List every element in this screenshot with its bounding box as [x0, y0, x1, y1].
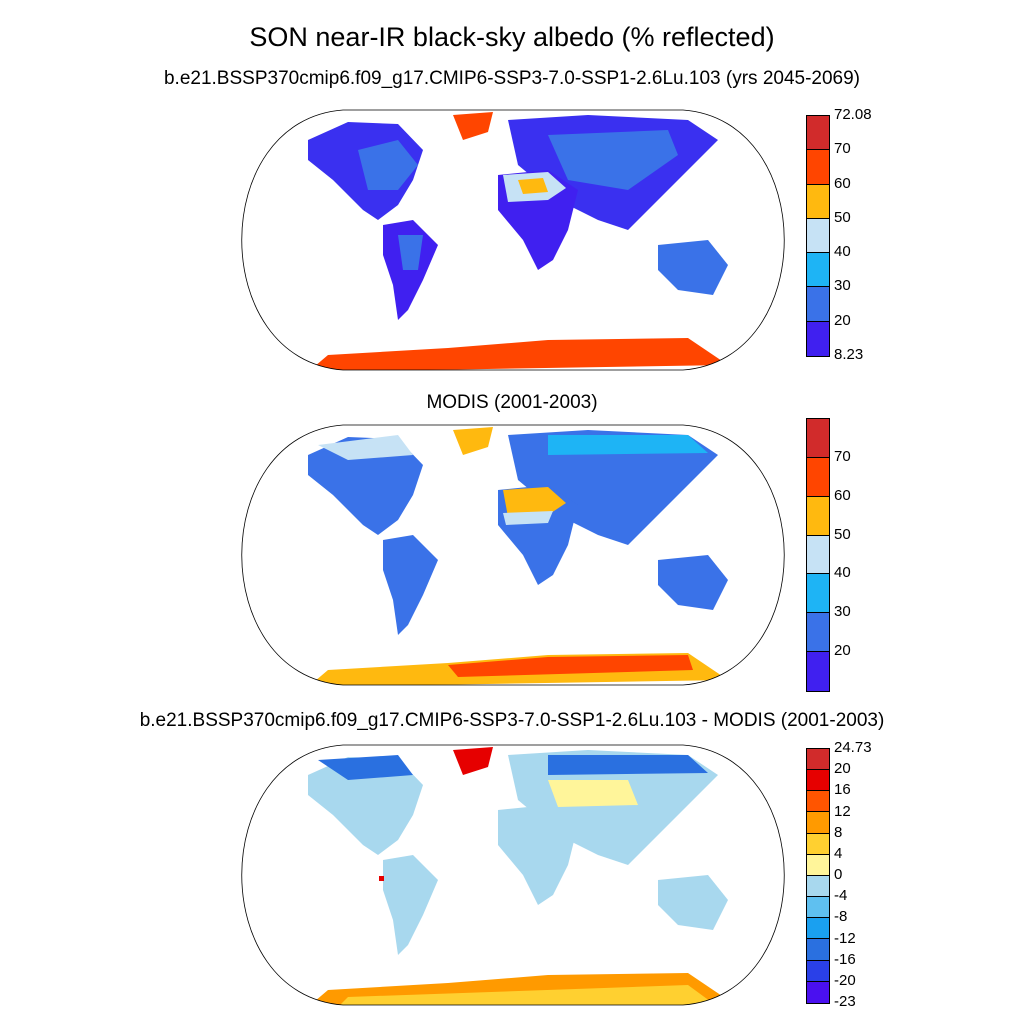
colorbar-3-segment	[807, 897, 829, 919]
colorbar-3-segment	[807, 939, 829, 961]
land-antarctica	[308, 338, 728, 370]
colorbar-1-label: 70	[834, 140, 851, 158]
colorbar-2-segment	[807, 652, 829, 691]
colorbar-3	[806, 748, 830, 1004]
colorbar-3-segment	[807, 749, 829, 771]
colorbar-1	[806, 115, 830, 357]
colorbar-3-label: -12	[834, 929, 856, 947]
colorbar-3-label: -16	[834, 950, 856, 968]
land-australia	[658, 875, 728, 930]
colorbar-1-segment	[807, 116, 829, 151]
colorbar-2-label: 30	[834, 603, 851, 621]
land-eurasia-north	[548, 435, 708, 455]
land-sahara	[503, 487, 566, 517]
land-greenland	[453, 747, 493, 775]
colorbar-2-segment	[807, 535, 829, 575]
colorbar-1-label: 30	[834, 277, 851, 295]
colorbar-2-label: 20	[834, 642, 851, 660]
colorbar-3-label: -20	[834, 971, 856, 989]
land-north-america	[308, 437, 423, 535]
map-outline	[241, 109, 785, 371]
colorbar-3-segment	[807, 833, 829, 855]
colorbar-3-segment	[807, 770, 829, 792]
colorbar-2-segment	[807, 419, 829, 458]
colorbar-1-segment	[807, 253, 829, 288]
colorbar-1-segment	[807, 287, 829, 322]
colorbar-1-label: 20	[834, 311, 851, 329]
colorbar-1-label: 40	[834, 243, 851, 261]
land-africa	[498, 805, 578, 905]
colorbar-2-label: 50	[834, 525, 851, 543]
panel-2-title: MODIS (2001-2003)	[426, 392, 598, 413]
colorbar-1-segment	[807, 184, 829, 219]
colorbar-2-segment	[807, 496, 829, 536]
land-greenland	[453, 112, 493, 140]
land-australia	[658, 240, 728, 295]
land-south-america-interior	[398, 235, 423, 270]
land-north-america-east	[358, 140, 418, 190]
colorbar-3-label: 20	[834, 760, 851, 778]
colorbar-1-label: 8.23	[834, 346, 864, 363]
land-australia	[658, 555, 728, 610]
land-sahara-edge	[503, 511, 553, 525]
land-greenland	[453, 427, 493, 455]
colorbar-1-label: 50	[834, 208, 851, 226]
colorbar-2-segment	[807, 457, 829, 497]
colorbar-3-label: -8	[834, 908, 848, 926]
colorbar-3-segment	[807, 918, 829, 940]
colorbar-3-label: 16	[834, 781, 851, 799]
colorbar-1-label: 60	[834, 174, 851, 192]
land-south-america	[383, 855, 438, 955]
colorbar-3-segment	[807, 812, 829, 834]
colorbar-2-label: 40	[834, 564, 851, 582]
map-panel-2	[241, 424, 785, 686]
map-panel-3	[241, 744, 785, 1006]
map-panel-1	[241, 109, 785, 371]
land-north-america	[308, 757, 423, 855]
panel-3-title: b.e21.BSSP370cmip6.f09_g17.CMIP6-SSP3-7.…	[139, 710, 885, 731]
land-antarctica-interior	[338, 985, 718, 1005]
colorbar-3-label: -4	[834, 887, 848, 905]
colorbar-2-segment	[807, 613, 829, 653]
map-outline	[241, 424, 785, 686]
panel-1-title: b.e21.BSSP370cmip6.f09_g17.CMIP6-SSP3-7.…	[163, 68, 861, 89]
colorbar-3-label: 24.73	[834, 739, 872, 756]
colorbar-3-label: 12	[834, 802, 851, 820]
colorbar-3-segment	[807, 960, 829, 982]
colorbar-2-label: 60	[834, 486, 851, 504]
colorbar-3-label: -23	[834, 993, 856, 1010]
colorbar-1-label: 72.08	[834, 106, 872, 123]
land-north-america-arctic	[318, 435, 413, 460]
figure-title: SON near-IR black-sky albedo (% reflecte…	[249, 22, 775, 52]
land-eurasia	[508, 430, 718, 545]
colorbar-3-segment	[807, 854, 829, 876]
colorbar-2-segment	[807, 574, 829, 614]
colorbar-3-segment	[807, 791, 829, 813]
land-eurasia-north	[548, 755, 708, 775]
land-eurasia-central	[548, 780, 638, 807]
colorbar-3-segment	[807, 875, 829, 898]
colorbar-3-segment	[807, 981, 829, 1003]
land-south-america	[383, 535, 438, 635]
colorbar-1-segment	[807, 150, 829, 185]
colorbar-2-label: 70	[834, 447, 851, 465]
island-cell	[379, 876, 384, 881]
colorbar-1-segment	[807, 218, 829, 254]
land-antarctica-coast	[448, 655, 693, 677]
colorbar-3-label: 4	[834, 844, 843, 862]
colorbar-1-segment	[807, 321, 829, 356]
land-eurasia-interior	[548, 130, 678, 190]
colorbar-3-label: 0	[834, 866, 843, 883]
land-north-america-arctic	[318, 755, 413, 780]
colorbar-2	[806, 418, 830, 692]
map-outline	[241, 744, 785, 1006]
land-eurasia	[508, 750, 718, 865]
colorbar-3-label: 8	[834, 823, 843, 841]
land-sahara-core	[518, 178, 548, 194]
